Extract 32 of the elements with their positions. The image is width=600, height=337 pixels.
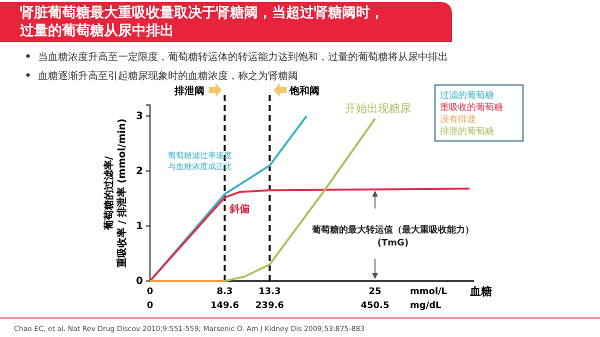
x2-tick-label: 450.5 (360, 301, 390, 311)
text: 重吸收的葡萄糖 (440, 102, 503, 113)
text: mg/dL (410, 301, 442, 311)
line-series (224, 118, 376, 282)
x-tick-label: 13.3 (258, 287, 281, 297)
y-tick-label: 0 (136, 276, 144, 288)
ref-line-label: 饱和阈 (288, 85, 320, 97)
text: 排泄的葡萄糖 (440, 126, 494, 137)
y-axis-title: 葡萄糖的过滤率/重吸收率 / 排泄率 (mmol/min) (103, 118, 128, 268)
y-tick-label: 1 (136, 221, 144, 232)
x2-tick-label: 239.6 (255, 301, 284, 311)
annotation: 开始出现糖尿 (345, 102, 411, 115)
y-tick-label: 2 (136, 166, 144, 178)
line-series (149, 188, 470, 282)
line-series (149, 115, 308, 282)
annotation: 葡萄糖滤过率速度与血糖浓度成正比 (168, 151, 232, 171)
chart-title: 肾脏葡萄糖最大重吸收量取决于肾糖阈，当超过肾糖阈时，过量的葡萄糖从尿中排出 (19, 4, 384, 39)
text: 当血糖浓度升高至一定限度，葡萄糖转运体的转运能力达到饱和，过量的葡萄糖将从尿中排出 (38, 51, 448, 63)
text: 没有排泄 (440, 114, 476, 125)
text: 血糖逐渐升高至引起糖尿现象时的血糖浓度，称之为肾糖阈 (38, 70, 298, 82)
text: mmol/L (410, 287, 448, 297)
annotation: 斜偏 (228, 203, 250, 215)
x-tick-label: 0 (146, 287, 154, 297)
annotation: 葡萄糖的最大转运值（最大重吸收能力）(TmG) (311, 224, 474, 249)
x-tick-label: 8.3 (216, 287, 233, 297)
y-tick-label: 3 (136, 111, 144, 122)
x2-tick-label: 0 (146, 301, 154, 311)
ref-line-label: 排泄阈 (174, 85, 205, 97)
x-tick-label: 25 (368, 287, 382, 297)
x-axis-title: 血糖 (469, 285, 492, 298)
text: 过滤的葡萄糖 (440, 90, 494, 101)
x2-tick-label: 149.6 (210, 301, 239, 311)
